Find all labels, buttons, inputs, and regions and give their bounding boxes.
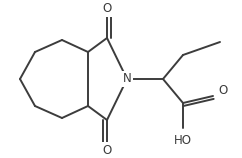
Text: O: O (218, 85, 227, 97)
Text: HO: HO (174, 134, 192, 147)
Text: O: O (102, 3, 112, 15)
Text: N: N (123, 73, 131, 85)
Text: O: O (102, 143, 112, 157)
